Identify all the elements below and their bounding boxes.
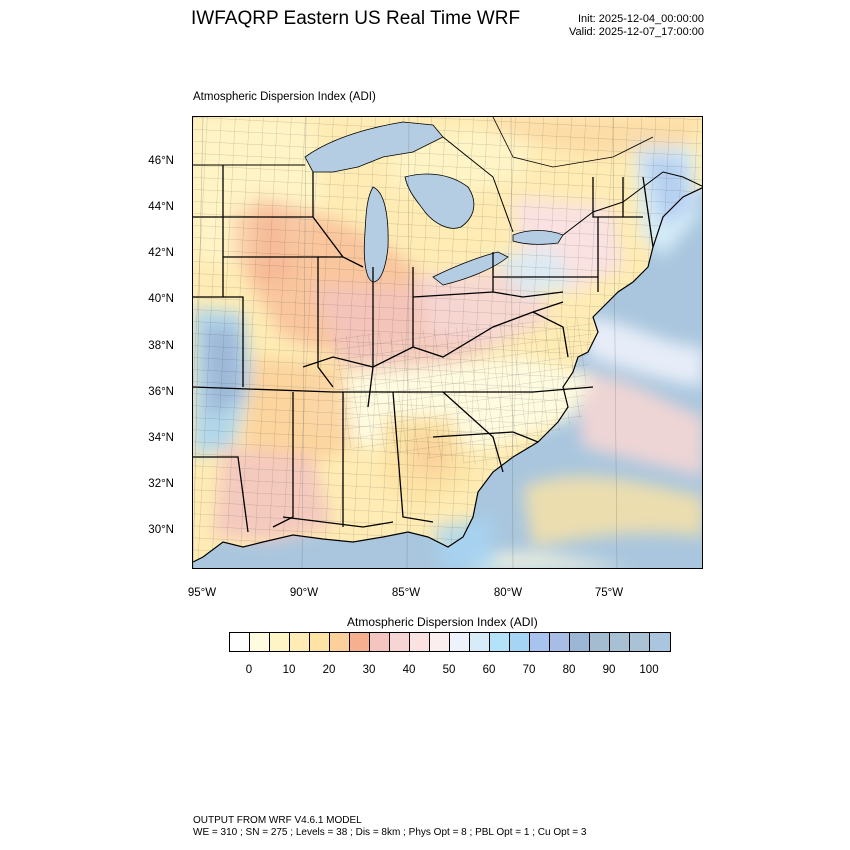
- lon-label: 80°W: [493, 587, 523, 599]
- map-panel: [192, 116, 703, 569]
- colorbar-swatch: [350, 633, 370, 651]
- lon-label: 90°W: [289, 587, 319, 599]
- colorbar-title: Atmospheric Dispersion Index (ADI): [347, 615, 538, 629]
- valid-time: Valid: 2025-12-07_17:00:00: [569, 26, 704, 38]
- colorbar-tick-label: 20: [322, 664, 336, 676]
- model-info-line2: WE = 310 ; SN = 275 ; Levels = 38 ; Dis …: [193, 827, 587, 838]
- colorbar-swatch: [410, 633, 430, 651]
- map-subtitle: Atmospheric Dispersion Index (ADI): [193, 91, 376, 103]
- colorbar-tick-label: 60: [482, 664, 496, 676]
- colorbar-swatch: [470, 633, 490, 651]
- colorbar-swatch: [430, 633, 450, 651]
- colorbar-tick-label: 50: [442, 664, 456, 676]
- lat-label: 30°N: [148, 524, 174, 536]
- colorbar-tick-label: 10: [282, 664, 296, 676]
- lat-label: 42°N: [148, 247, 174, 259]
- lake-superior: [304, 121, 444, 173]
- colorbar-swatch: [650, 633, 670, 651]
- colorbar-tick-label: 40: [402, 664, 416, 676]
- model-info-line1: OUTPUT FROM WRF V4.6.1 MODEL: [193, 815, 362, 826]
- colorbar-swatch: [450, 633, 470, 651]
- lat-label: 34°N: [148, 432, 174, 444]
- lat-label: 40°N: [148, 293, 174, 305]
- colorbar-swatch: [310, 633, 330, 651]
- colorbar-tick-label: 90: [602, 664, 616, 676]
- colorbar-swatch: [550, 633, 570, 651]
- lake-erie: [432, 251, 509, 286]
- colorbar-tick-label: 80: [562, 664, 576, 676]
- colorbar-swatch: [510, 633, 530, 651]
- colorbar-tick-label: 70: [522, 664, 536, 676]
- colorbar-swatch: [490, 633, 510, 651]
- lake-huron: [404, 173, 475, 229]
- colorbar-swatch: [330, 633, 350, 651]
- lat-label: 32°N: [148, 478, 174, 490]
- coastline: [193, 187, 702, 563]
- colorbar-swatch: [530, 633, 550, 651]
- lat-label: 38°N: [148, 340, 174, 352]
- lake-ontario: [512, 230, 564, 245]
- lat-label: 46°N: [148, 155, 174, 167]
- colorbar-swatch: [590, 633, 610, 651]
- colorbar-swatch: [230, 633, 250, 651]
- colorbar-tick-label: 100: [639, 664, 659, 676]
- model-info: OUTPUT FROM WRF V4.6.1 MODEL WE = 310 ; …: [193, 815, 586, 839]
- init-time: Init: 2025-12-04_00:00:00: [578, 13, 704, 25]
- lat-label: 44°N: [148, 201, 174, 213]
- plot-title: IWFAQRP Eastern US Real Time WRF: [191, 8, 521, 29]
- colorbar-swatch: [250, 633, 270, 651]
- colorbar-swatch: [630, 633, 650, 651]
- colorbar-swatch: [610, 633, 630, 651]
- colorbar-swatch: [270, 633, 290, 651]
- run-times: Init: 2025-12-04_00:00:00 Valid: 2025-12…: [520, 13, 704, 39]
- colorbar: [229, 632, 671, 652]
- lon-label: 95°W: [187, 587, 217, 599]
- colorbar-swatch: [570, 633, 590, 651]
- lon-label: 85°W: [391, 587, 421, 599]
- lon-label: 75°W: [594, 587, 624, 599]
- adi-map: [193, 117, 702, 568]
- colorbar-tick-label: 0: [245, 664, 253, 676]
- colorbar-tick-label: 30: [362, 664, 376, 676]
- colorbar-swatch: [370, 633, 390, 651]
- colorbar-swatch: [390, 633, 410, 651]
- colorbar-swatch: [290, 633, 310, 651]
- lat-label: 36°N: [148, 386, 174, 398]
